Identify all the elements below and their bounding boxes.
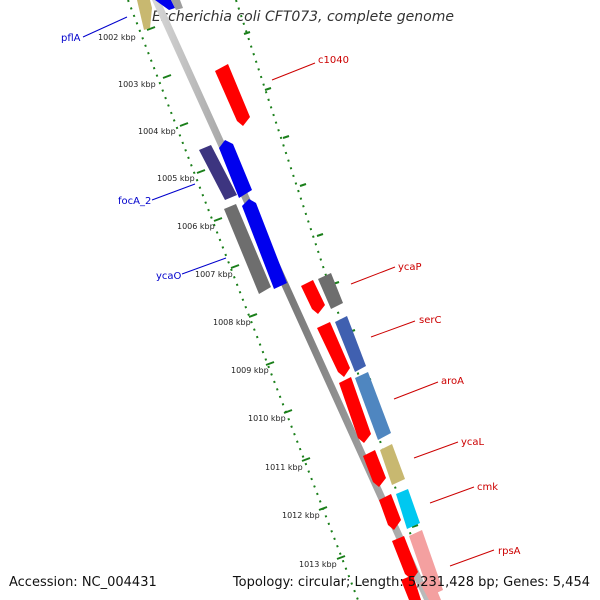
gene-label-leader [151, 183, 196, 201]
ruler-tick [179, 122, 189, 127]
ruler-tick [299, 183, 307, 187]
ruler-tick [301, 457, 311, 462]
ruler-tick [318, 506, 328, 511]
ruler-tick [248, 313, 258, 318]
gene-block[interactable] [335, 316, 366, 372]
gene-block[interactable] [215, 64, 250, 126]
ruler-ticks-left [146, 26, 346, 560]
gene-block[interactable] [301, 280, 325, 314]
ruler-tick [146, 26, 156, 31]
ruler-dotted-left [127, 0, 359, 600]
gene-block[interactable] [363, 450, 386, 487]
gene-block[interactable] [396, 489, 420, 529]
ruler-tick-label: 1011 kbp [265, 463, 303, 472]
gene-block[interactable] [409, 530, 443, 596]
gene-block[interactable] [155, 0, 175, 10]
gene-block[interactable] [137, 0, 152, 30]
gene-block[interactable] [171, 0, 183, 10]
gene-block[interactable] [224, 204, 271, 294]
ruler-tick [265, 361, 275, 366]
gene-label-serC[interactable]: serC [419, 315, 441, 326]
accession-text: Accession: NC_004431 [9, 575, 157, 590]
gene-block[interactable] [355, 372, 391, 440]
ruler-tick [162, 74, 172, 79]
gene-block[interactable] [420, 578, 441, 600]
gene-label-rpsA[interactable]: rpsA [498, 546, 521, 557]
ruler-tick [411, 524, 419, 528]
gene-label-ycaP[interactable]: ycaP [398, 262, 422, 273]
ruler-tick-label: 1013 kbp [299, 560, 337, 569]
gene-label-leader [449, 549, 495, 567]
gene-block[interactable] [219, 140, 252, 198]
gene-label-leader [350, 266, 396, 285]
gene-block[interactable] [401, 575, 421, 600]
gene-label-leader [370, 320, 416, 338]
map-title: Escherichia coli CFT073, complete genome [152, 9, 454, 25]
genome-summary-text: Topology: circular; Length: 5,231,428 bp… [232, 575, 590, 590]
gene-label-leader [429, 486, 475, 504]
ruler-tick-label: 1010 kbp [248, 414, 286, 423]
ruler-tick-label: 1004 kbp [138, 127, 176, 136]
gene-block[interactable] [318, 273, 343, 309]
gene-label-leader [413, 441, 459, 459]
gene-label-leader [271, 62, 316, 81]
gene-block[interactable] [317, 322, 350, 377]
gene-label-leader [181, 257, 227, 275]
gene-block[interactable] [392, 536, 418, 580]
ruler-tick-label: 1002 kbp [98, 33, 136, 42]
ruler-tick-label: 1005 kbp [157, 174, 195, 183]
gene-label-pflA[interactable]: pflA [61, 33, 81, 44]
gene-label-ycaL[interactable]: ycaL [461, 437, 485, 448]
ruler-tick [196, 169, 206, 174]
gene-label-leader [393, 381, 439, 400]
ruler-tick [213, 217, 223, 222]
gene-label-cmk[interactable]: cmk [477, 482, 498, 493]
ruler-tick-label: 1007 kbp [195, 270, 233, 279]
gene-label-aroA[interactable]: aroA [441, 376, 464, 387]
ruler-tick-label: 1006 kbp [177, 222, 215, 231]
gene-block[interactable] [242, 199, 287, 289]
gene-label-ycaO[interactable]: ycaO [156, 271, 182, 282]
gene-block[interactable] [380, 444, 405, 485]
gene-block[interactable] [339, 377, 371, 443]
ruler-tick-label: 1009 kbp [231, 366, 269, 375]
ruler-dotted-right [235, 0, 433, 600]
ruler-tick [316, 233, 324, 237]
gene-block[interactable] [199, 145, 237, 200]
ruler-tick [230, 264, 240, 269]
gene-block[interactable] [379, 494, 401, 530]
gene-label-leader [82, 16, 128, 38]
ruler-tick [243, 31, 251, 35]
ruler-tick [264, 87, 272, 91]
ruler-tick [336, 555, 346, 560]
ruler-tick [282, 135, 290, 139]
ruler-tick-label: 1008 kbp [213, 318, 251, 327]
ruler-tick [283, 409, 293, 414]
gene-label-focA_2[interactable]: focA_2 [118, 196, 151, 207]
gene-label-c1040[interactable]: c1040 [318, 55, 349, 66]
ruler-tick-label: 1003 kbp [118, 80, 156, 89]
ruler-tick-label: 1012 kbp [282, 511, 320, 520]
